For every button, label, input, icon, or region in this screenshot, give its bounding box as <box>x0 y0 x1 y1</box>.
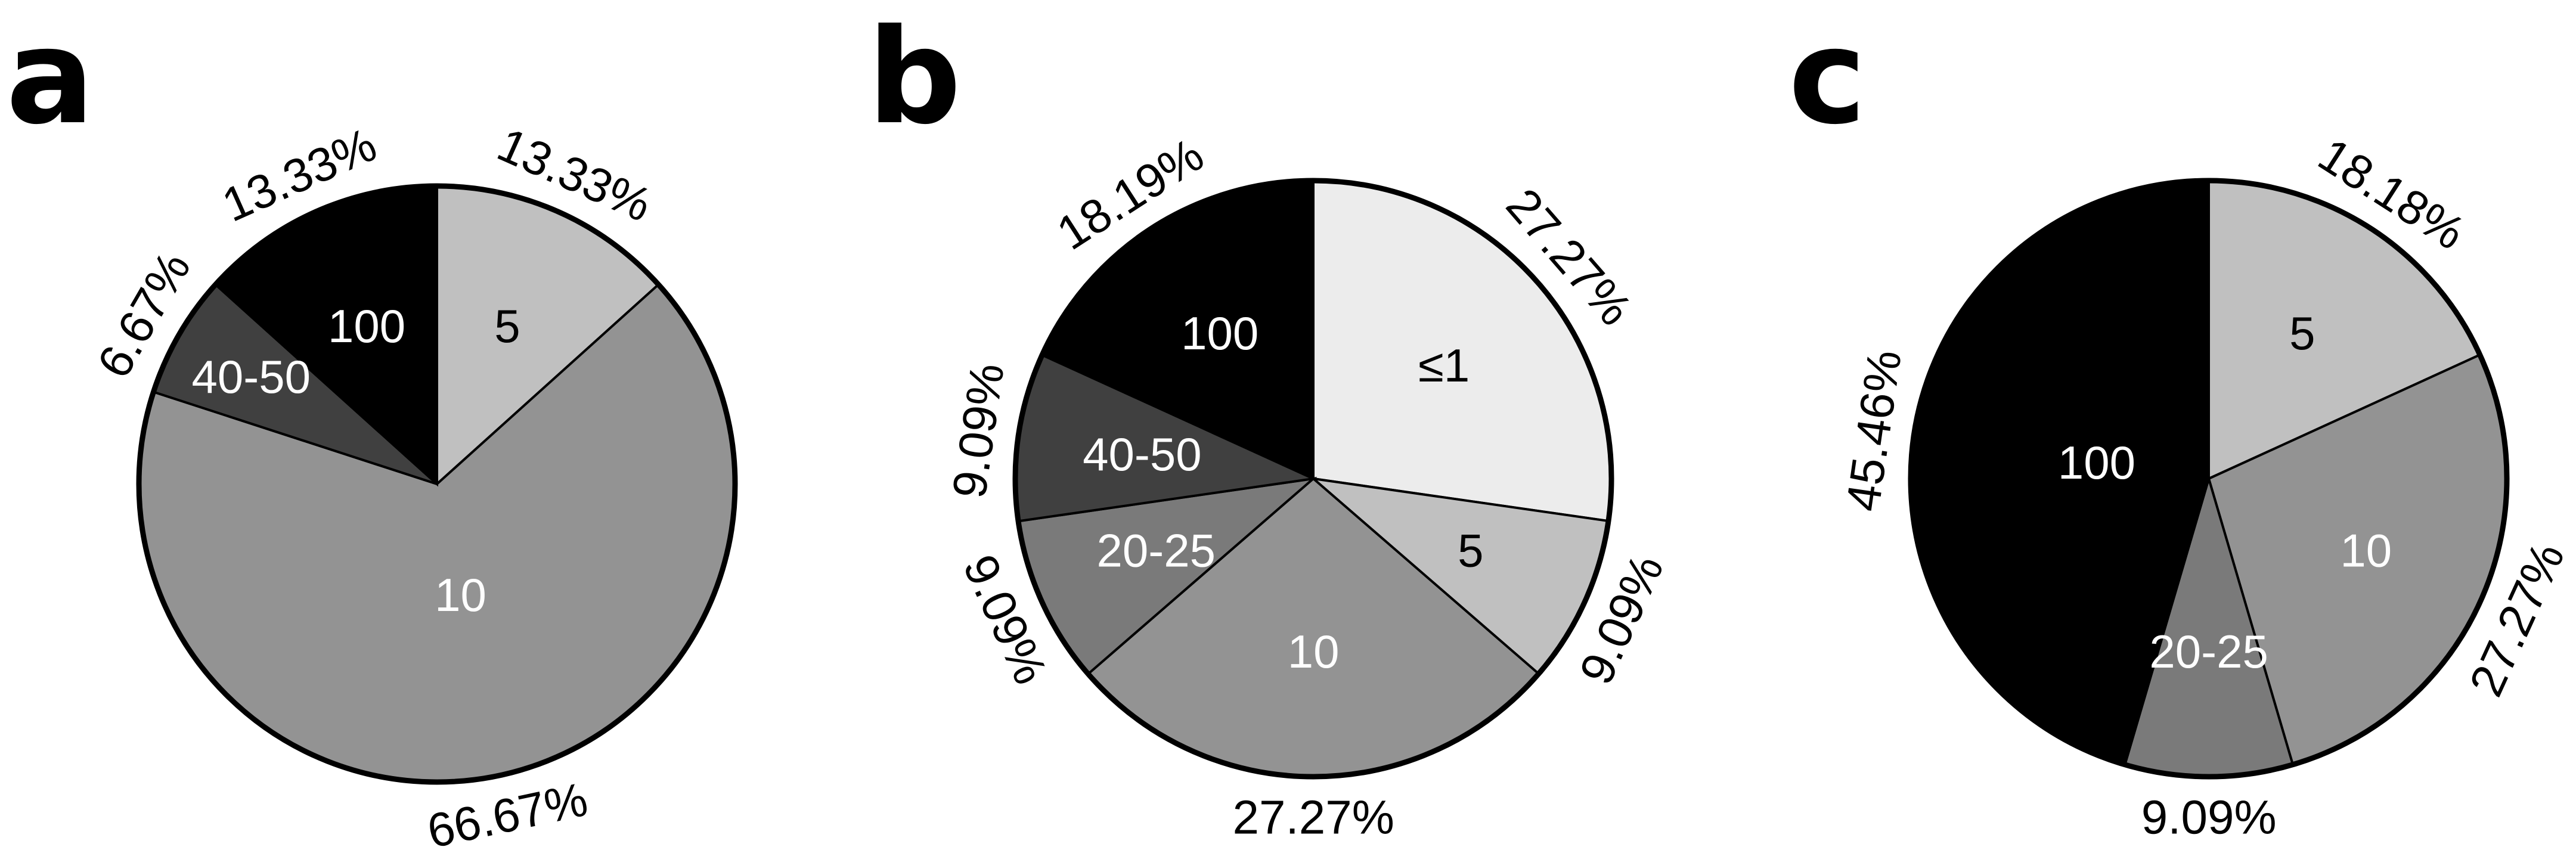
slice-label-b-5: 100 <box>1181 307 1258 359</box>
slice-label-a-3: 100 <box>328 300 405 352</box>
slice-label-c-2: 20-25 <box>2149 625 2268 678</box>
slice-label-a-0: 5 <box>494 300 520 352</box>
pie-outline-a <box>136 183 738 785</box>
percent-label-b-2: 27.27% <box>1233 790 1394 843</box>
panel-letter-a: a <box>6 1 94 153</box>
slice-label-c-3: 100 <box>2058 436 2135 489</box>
percent-label-b-4: 9.09% <box>943 360 1014 501</box>
slice-label-c-1: 10 <box>2340 524 2392 576</box>
slice-label-c-0: 5 <box>2289 307 2315 359</box>
slice-label-a-1: 10 <box>435 569 486 621</box>
percent-label-c-2: 9.09% <box>2141 790 2277 843</box>
pie-chart-b: b ≤127.27%5 9.09%1027.27%20-259.09%40-509… <box>867 1 1673 844</box>
panel-letter-c: c <box>1788 1 1866 153</box>
panel-letter-b: b <box>867 1 961 153</box>
slice-label-b-2: 10 <box>1288 625 1340 678</box>
pie-outline-b <box>1012 178 1614 780</box>
slice-label-a-2: 40-50 <box>192 350 311 403</box>
slice-label-b-3: 20-25 <box>1097 525 1216 577</box>
pie-outline-c <box>1908 178 2510 780</box>
slice-label-b-1: 5 <box>1458 524 1483 576</box>
slice-label-b-4: 40-50 <box>1083 428 1202 480</box>
slice-label-b-0: ≤1 <box>1418 339 1470 392</box>
percent-label-c-3: 45.46% <box>1836 347 1911 514</box>
